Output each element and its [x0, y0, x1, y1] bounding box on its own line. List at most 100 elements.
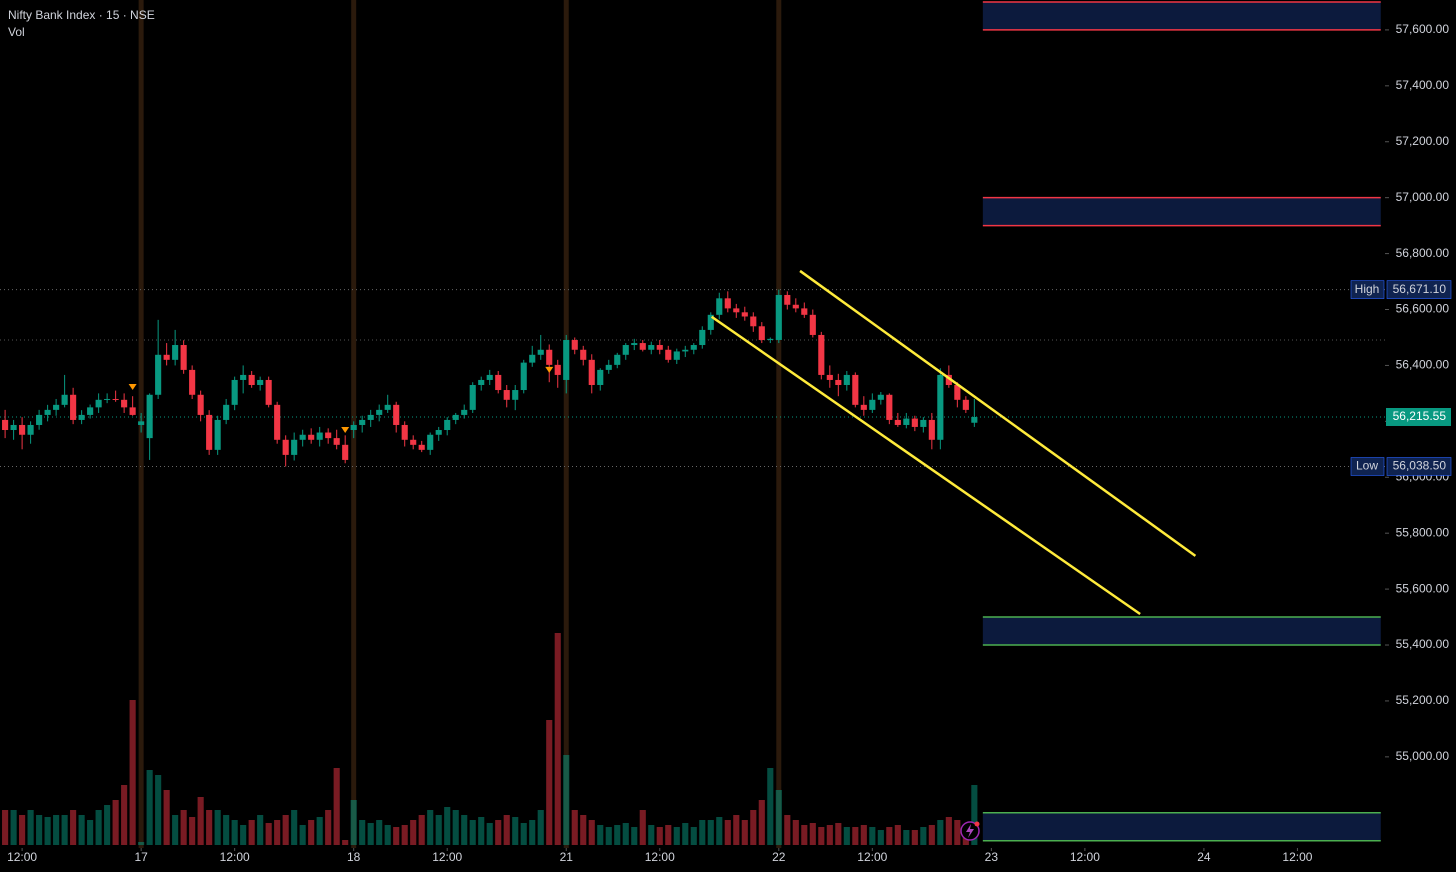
- candle-body: [928, 419, 935, 440]
- candle-body: [299, 434, 306, 440]
- volume-bar: [44, 817, 51, 845]
- volume-bar: [401, 825, 408, 845]
- candle-body: [826, 374, 833, 380]
- signal-marker: [341, 427, 350, 434]
- candle-body: [741, 312, 748, 317]
- candle-body: [163, 354, 170, 360]
- volume-bar: [503, 815, 510, 845]
- candle-body: [665, 349, 672, 360]
- candle-body: [597, 369, 604, 385]
- volume-bar: [860, 825, 867, 845]
- candle-body: [469, 384, 476, 410]
- volume-bar: [894, 825, 901, 845]
- volume-bar: [758, 800, 765, 845]
- alert-icon[interactable]: [960, 821, 980, 841]
- volume-bar: [699, 820, 706, 845]
- candle-body: [367, 414, 374, 420]
- candle-body: [44, 409, 51, 415]
- volume-bar: [512, 817, 519, 845]
- volume-bar: [690, 827, 697, 845]
- candle-body: [138, 421, 145, 425]
- volume-bar: [639, 810, 646, 845]
- volume-bar: [87, 820, 94, 845]
- volume-bar: [393, 827, 400, 845]
- x-tick-label: 12:00: [432, 850, 462, 864]
- candle-body: [707, 314, 714, 330]
- candle-body: [631, 343, 638, 346]
- volume-bar: [274, 820, 281, 845]
- price-tag-value: 56,038.50: [1393, 459, 1447, 473]
- candle-body: [605, 364, 612, 370]
- candle-body: [520, 362, 527, 391]
- candle-body: [724, 298, 731, 309]
- candle-body: [911, 418, 918, 427]
- candle-body: [27, 424, 34, 435]
- volume-bar: [546, 720, 553, 845]
- volume-bar: [291, 810, 298, 845]
- x-tick-label: 12:00: [1070, 850, 1100, 864]
- volume-bar: [911, 830, 918, 845]
- volume-bar: [155, 775, 162, 845]
- volume-bar: [180, 810, 187, 845]
- volume-bar: [886, 827, 893, 845]
- volume-bar: [95, 810, 102, 845]
- volume-bar: [733, 815, 740, 845]
- candle-body: [835, 379, 842, 385]
- volume-bar: [945, 817, 952, 845]
- candle-body: [359, 419, 366, 425]
- x-tick-label: 12:00: [1282, 850, 1312, 864]
- x-tick-label: 24: [1197, 850, 1211, 864]
- candle-body: [614, 354, 621, 365]
- y-tick-label: 57,600.00: [1396, 22, 1450, 36]
- candle-body: [401, 424, 408, 440]
- candle-body: [435, 430, 442, 435]
- y-tick-label: 57,200.00: [1396, 134, 1450, 148]
- candle-body: [656, 345, 663, 350]
- y-tick-label: 57,400.00: [1396, 78, 1450, 92]
- volume-bar: [563, 755, 570, 845]
- volume-bar: [342, 840, 349, 845]
- candle-body: [920, 419, 927, 427]
- x-tick-label: 12:00: [7, 850, 37, 864]
- volume-bar: [248, 820, 255, 845]
- candle-body: [503, 390, 510, 400]
- x-tick-label: 23: [985, 850, 999, 864]
- session-breaks: [138, 0, 782, 848]
- volume-bar: [784, 815, 791, 845]
- volume-bar: [325, 810, 332, 845]
- candle-body: [512, 390, 519, 400]
- y-tick-label: 56,800.00: [1396, 246, 1450, 260]
- session-break: [563, 0, 569, 848]
- candle-body: [282, 439, 289, 455]
- y-tick-label: 55,400.00: [1396, 637, 1450, 651]
- last-price-box: [1386, 407, 1451, 426]
- y-tick-label: 55,800.00: [1396, 525, 1450, 539]
- volume-bar: [384, 825, 391, 845]
- volume-bar: [282, 815, 289, 845]
- candle-body: [197, 394, 204, 415]
- price-tag-box: [1386, 280, 1452, 299]
- candle-body: [554, 364, 561, 375]
- volume-bar: [172, 815, 179, 845]
- signal-marker: [545, 366, 554, 373]
- volume-bar: [954, 820, 961, 845]
- volume-bar: [36, 815, 43, 845]
- candle-body: [214, 419, 221, 450]
- volume-bar: [852, 827, 859, 845]
- volume-bar: [138, 842, 145, 845]
- volume-bar: [418, 815, 425, 845]
- candle-body: [673, 351, 680, 360]
- volume-bar: [920, 827, 927, 845]
- volume-bar: [231, 820, 238, 845]
- price-axis: [1385, 0, 1456, 872]
- candle-body: [571, 339, 578, 350]
- volume-bar: [928, 825, 935, 845]
- trendlines: [710, 269, 1197, 616]
- candle-body: [588, 359, 595, 385]
- volume-bar: [478, 817, 485, 845]
- volume-bar: [112, 800, 119, 845]
- candle-body: [231, 379, 238, 405]
- volume-bar: [367, 823, 374, 845]
- volume-bar: [724, 820, 731, 845]
- volume-bar: [869, 827, 876, 845]
